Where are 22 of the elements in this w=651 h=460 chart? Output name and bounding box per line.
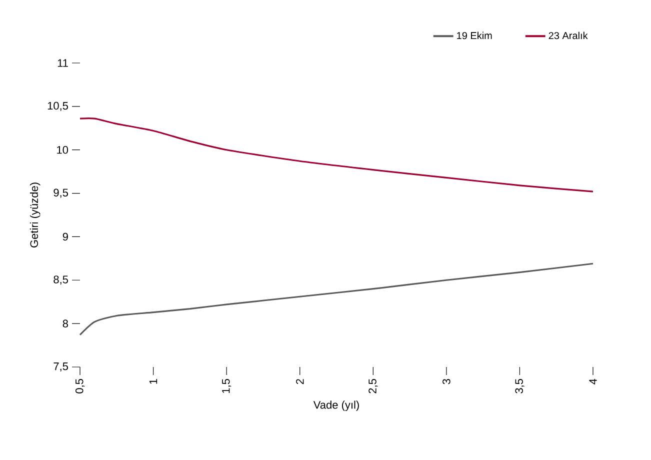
y-tick-label: 9 bbox=[62, 232, 68, 241]
y-tick-label: 10 bbox=[57, 146, 68, 154]
x-tick-label: 4 bbox=[589, 378, 597, 384]
legend-label: 23 Aralık bbox=[548, 32, 588, 40]
x-tick-label: 0,5 bbox=[75, 378, 85, 394]
y-tick-label: 7,5 bbox=[54, 362, 68, 372]
line-series bbox=[79, 118, 594, 192]
x-tick-label: 2,5 bbox=[368, 378, 378, 394]
y-tick-label: 9,5 bbox=[54, 188, 68, 198]
x-tick-label: 3 bbox=[442, 379, 450, 384]
y-axis-title: Getiri (yüzde) bbox=[30, 182, 40, 248]
line-series bbox=[79, 262, 594, 336]
legend-label: 19 Ekim bbox=[457, 32, 492, 40]
y-tick-label: 8 bbox=[62, 320, 68, 328]
x-tick-label: 3,5 bbox=[515, 378, 524, 394]
y-tick-label: 8,5 bbox=[54, 276, 68, 285]
x-tick-label: 1 bbox=[150, 379, 158, 384]
x-tick-label: 1,5 bbox=[222, 378, 232, 393]
x-axis-title: Vade (yıl) bbox=[313, 400, 359, 411]
y-tick-label: 11 bbox=[58, 59, 68, 67]
x-tick-label: 2 bbox=[296, 379, 304, 384]
y-tick-label: 10,5 bbox=[48, 102, 68, 111]
